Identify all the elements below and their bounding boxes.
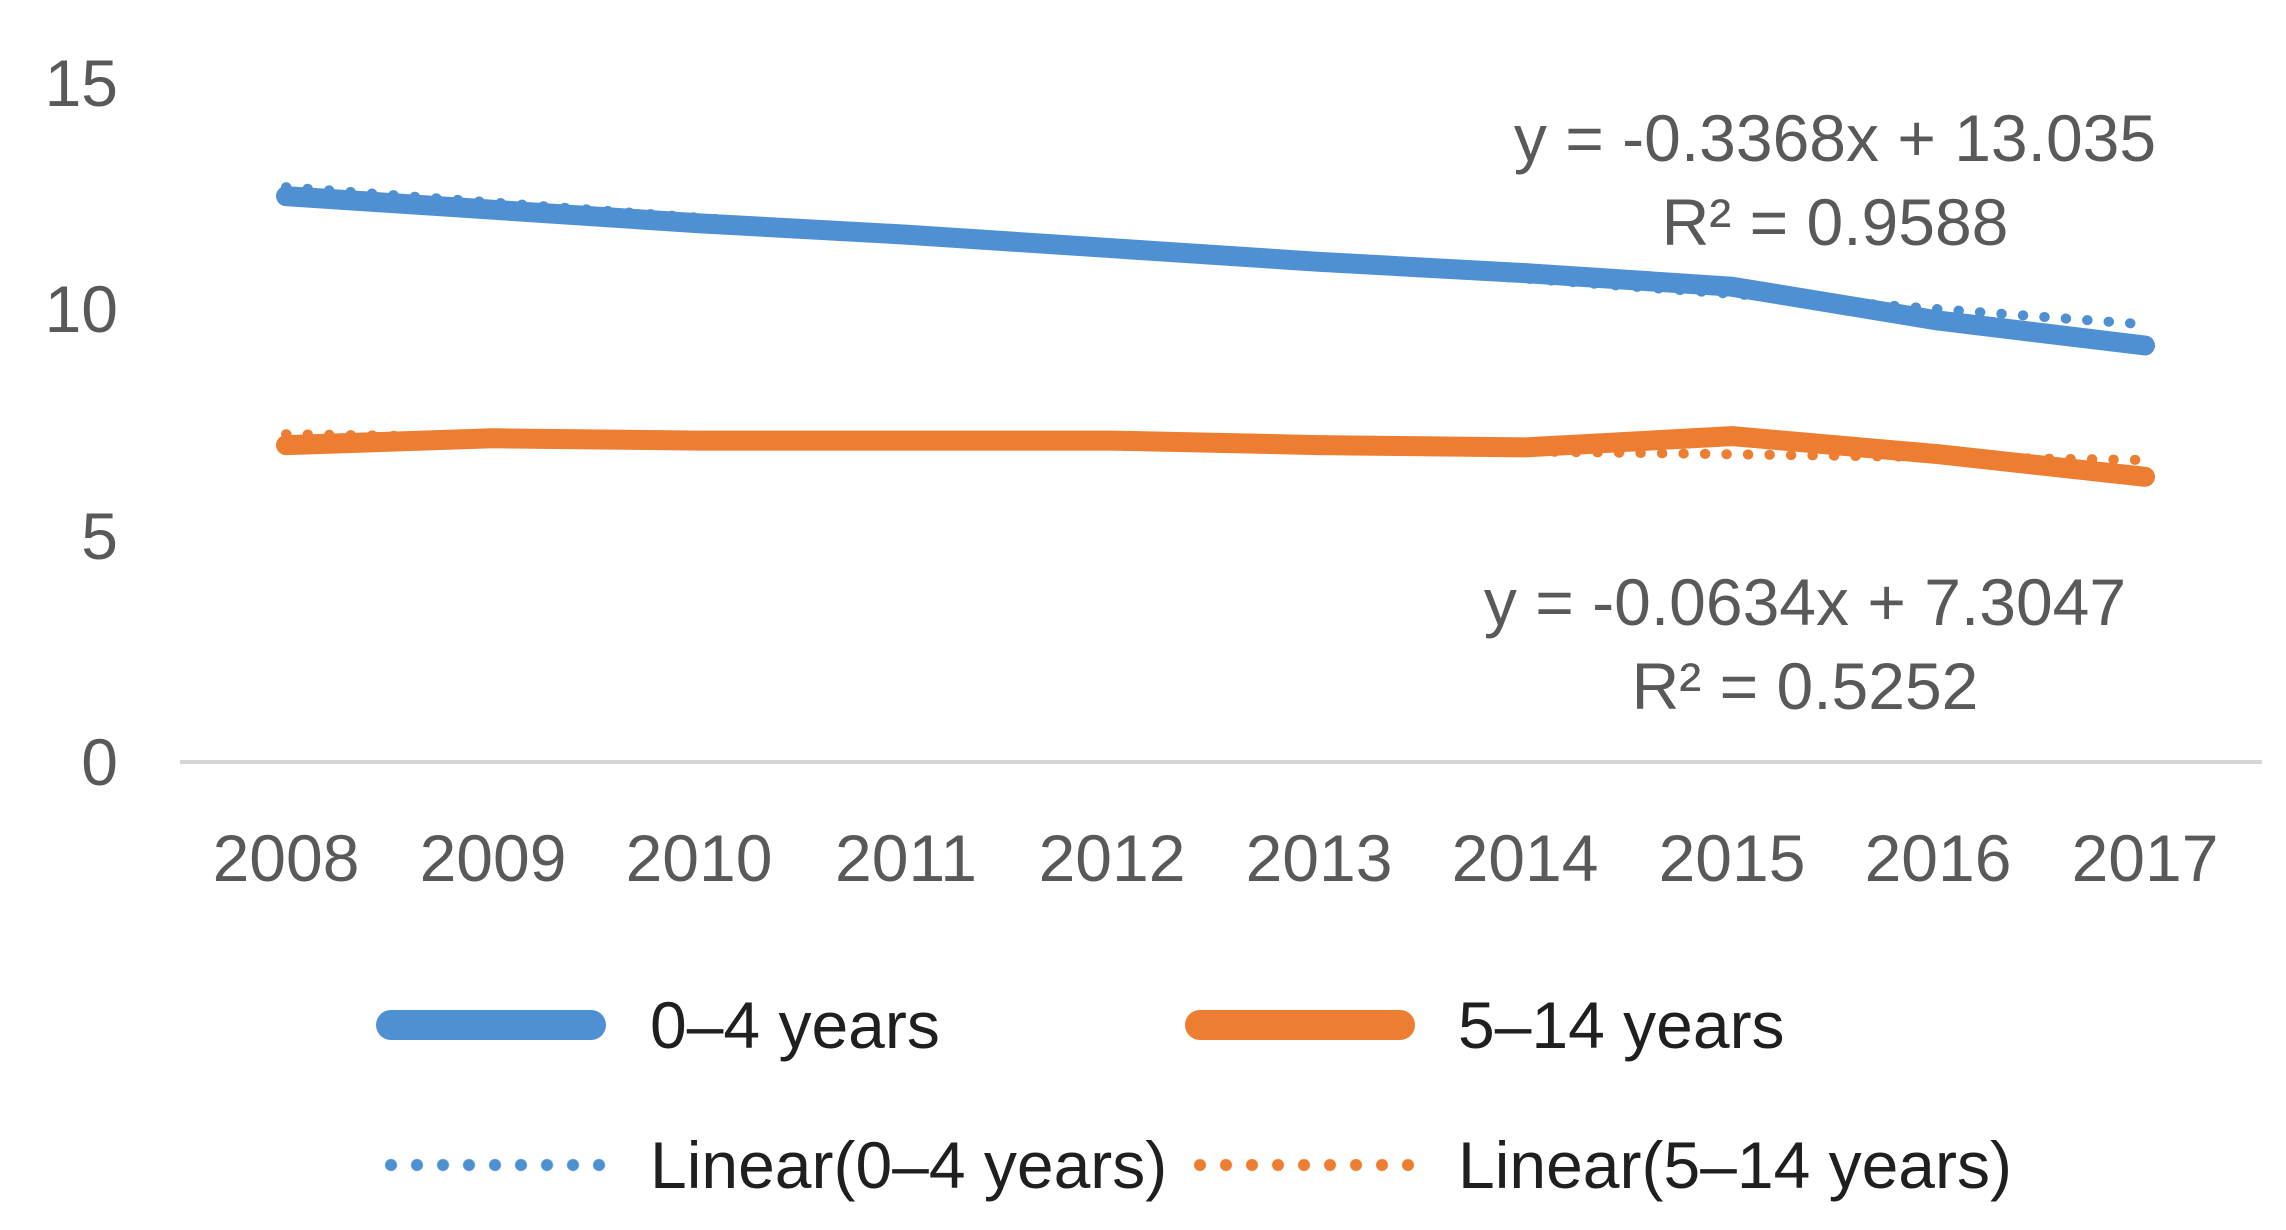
y-tick-label-10: 10 — [44, 272, 118, 346]
legend-label-0-4: 0–4 years — [650, 988, 940, 1062]
series-line-0 — [276, 186, 2155, 356]
trendline-1 — [281, 429, 2150, 465]
y-tick-label-15: 15 — [44, 46, 118, 120]
trendline-equation-0-4: y = -0.3368x + 13.035 — [1513, 101, 2157, 175]
legend-swatch-0-4-solid-line — [376, 1010, 606, 1040]
x-tick-label-2011: 2011 — [835, 821, 977, 895]
trendline-annotation-0-4: y = -0.3368x + 13.035 R² = 0.9588 — [1445, 96, 2225, 264]
legend-swatch-linear-0-4-dotted-line — [378, 1158, 612, 1172]
trendline-annotation-5-14: y = -0.0634x + 7.3047 R² = 0.5252 — [1415, 560, 2195, 728]
trendline-r-squared-0-4: R² = 0.9588 — [1661, 185, 2009, 259]
x-tick-label-2010: 2010 — [625, 821, 773, 895]
y-tick-label-5: 5 — [81, 499, 118, 573]
y-tick-label-0: 0 — [81, 725, 118, 799]
trendline-0 — [281, 182, 2150, 330]
x-tick-label-2008: 2008 — [212, 821, 360, 895]
legend-label-linear-0-4: Linear(0–4 years) — [650, 1128, 1168, 1202]
legend-swatch-5-14-solid-line — [1185, 1010, 1415, 1040]
x-tick-label-2009: 2009 — [419, 821, 567, 895]
series-line-1 — [276, 426, 2155, 487]
x-tick-label-2016: 2016 — [1864, 821, 2012, 895]
x-tick-label-2014: 2014 — [1451, 821, 1599, 895]
legend-swatch-linear-5-14-dotted-line — [1187, 1158, 1421, 1172]
x-tick-label-2013: 2013 — [1245, 821, 1393, 895]
trendline-equation-5-14: y = -0.0634x + 7.3047 — [1483, 565, 2127, 639]
legend-label-5-14: 5–14 years — [1458, 988, 1785, 1062]
trendline-r-squared-5-14: R² = 0.5252 — [1631, 649, 1979, 723]
x-tick-label-2017: 2017 — [2071, 821, 2219, 895]
x-tick-label-2012: 2012 — [1038, 821, 1186, 895]
legend-label-linear-5-14: Linear(5–14 years) — [1458, 1128, 2012, 1202]
x-tick-label-2015: 2015 — [1658, 821, 1806, 895]
